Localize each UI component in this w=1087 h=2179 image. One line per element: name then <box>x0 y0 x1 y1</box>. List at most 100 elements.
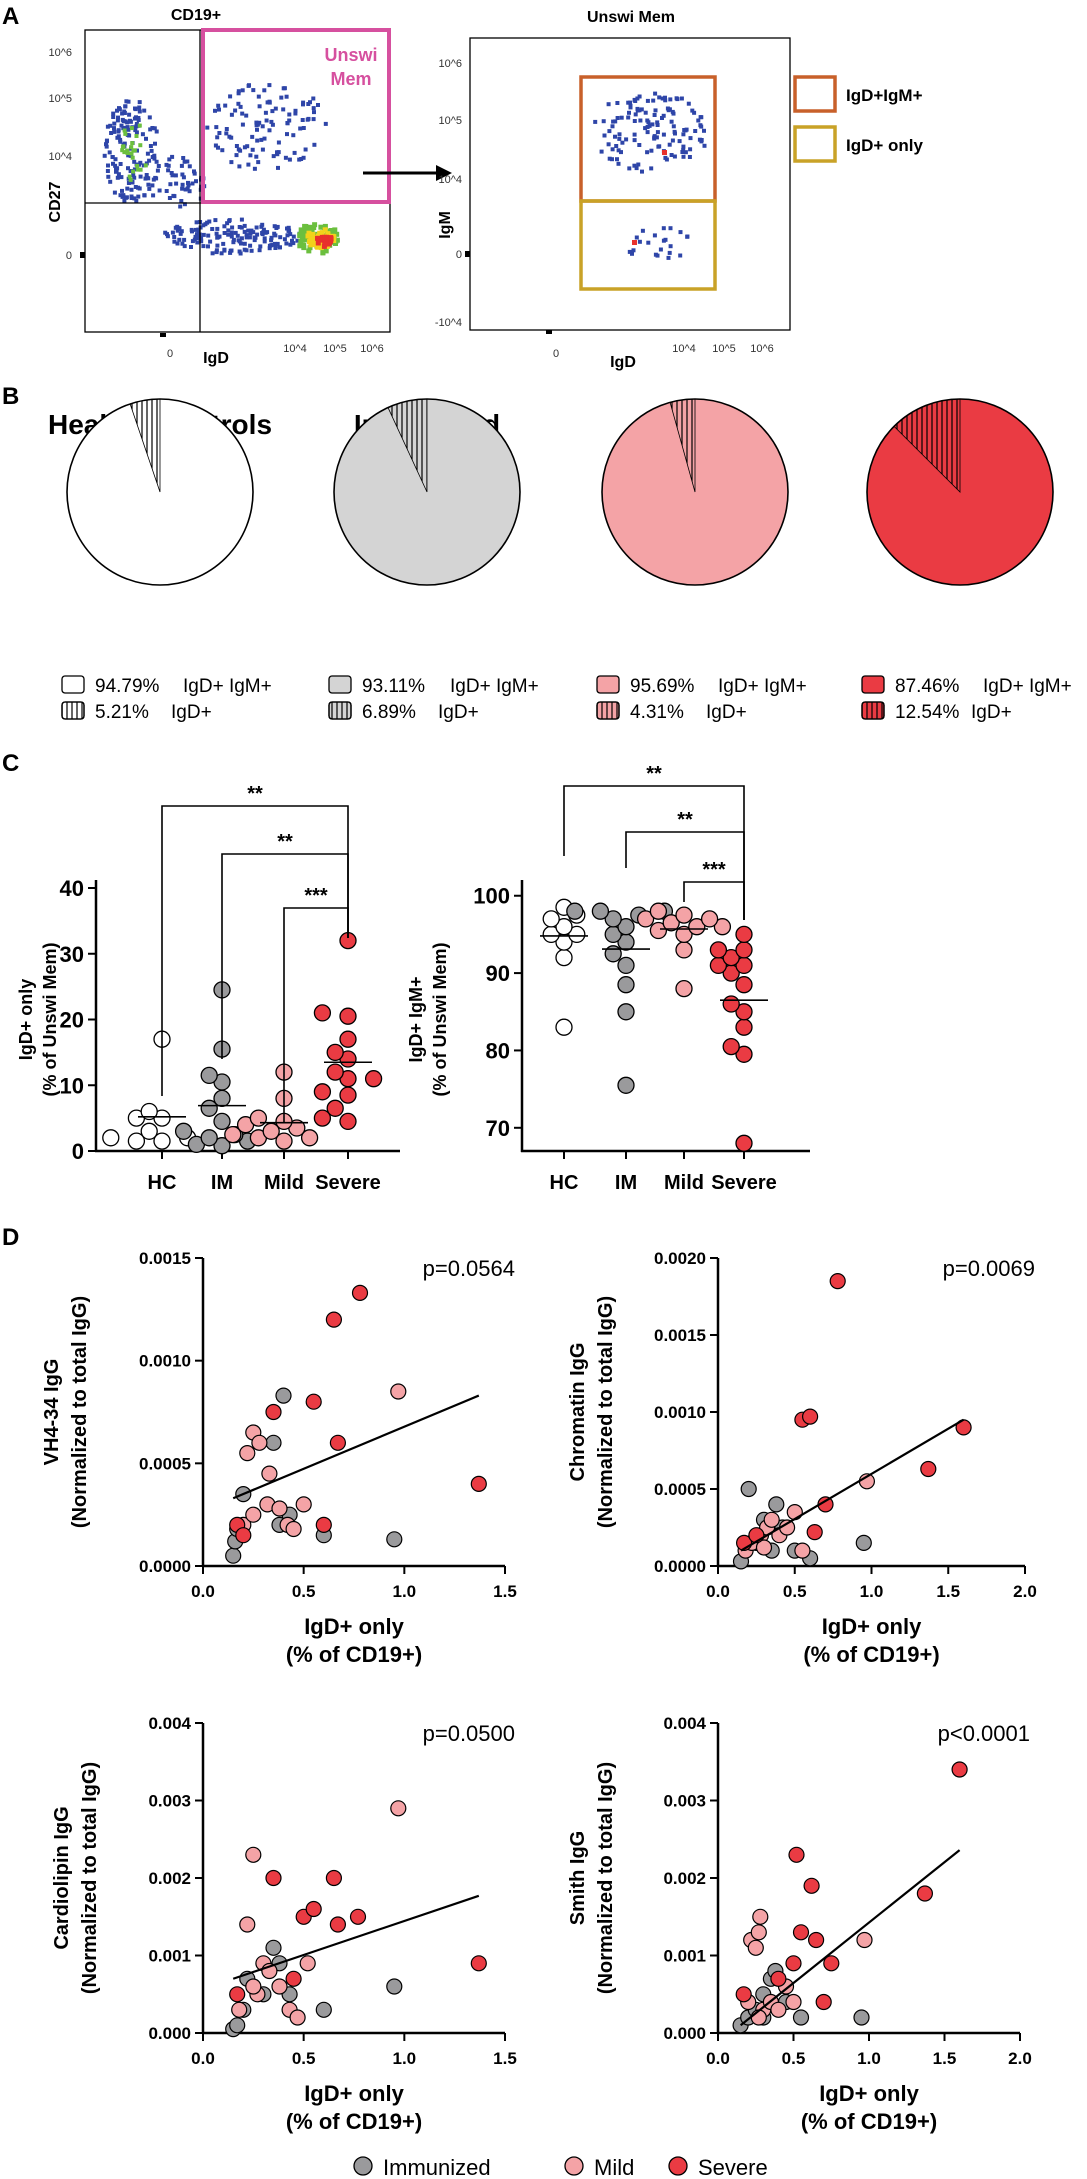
flow-event <box>177 226 182 231</box>
flow-event <box>301 245 307 251</box>
gate-label: Unswi <box>324 45 377 65</box>
flow-event <box>255 122 260 127</box>
y-tick-label: 0.001 <box>663 1947 706 1966</box>
flow-event <box>194 179 198 184</box>
flow-event <box>255 232 260 237</box>
flow-event <box>214 250 219 255</box>
flow-event <box>172 235 177 239</box>
flow-event <box>321 237 327 243</box>
flow-event <box>180 186 185 191</box>
pie-legend-swatch <box>861 675 885 694</box>
data-point-severe <box>229 1986 246 2003</box>
flow-event <box>217 131 222 135</box>
flow-event <box>131 173 136 177</box>
flow-event <box>173 173 178 178</box>
flow-event <box>231 240 236 245</box>
pie-legend-value: 12.54% <box>895 702 960 723</box>
flow-event <box>634 166 639 171</box>
pie-legend-label: IgD+ <box>171 702 212 723</box>
data-point <box>153 1132 171 1150</box>
flow-event <box>646 120 651 125</box>
flow-event <box>236 101 241 106</box>
flow-event <box>306 230 312 236</box>
gate-legend: IgD+IgM+ IgD+ only <box>793 75 924 163</box>
y-tick-label: 0.003 <box>663 1792 706 1811</box>
data-point <box>339 1030 357 1048</box>
flow-event <box>106 163 110 168</box>
flow-event <box>270 122 275 127</box>
y-axis-label: IgD+ IgM+ <box>406 976 426 1062</box>
flow-event <box>143 163 148 168</box>
data-point <box>200 1129 218 1147</box>
flow-event <box>185 159 190 164</box>
flow-event <box>255 138 260 143</box>
flow-event <box>224 131 229 136</box>
flow-event <box>639 107 644 112</box>
flow-event <box>615 116 620 120</box>
y-tick: 10^4 <box>438 174 462 186</box>
flow-event <box>287 118 292 123</box>
x-tick-label: 0.0 <box>191 2049 215 2068</box>
flow-event <box>222 231 227 235</box>
flow-event <box>310 231 316 237</box>
flow-event <box>237 164 242 169</box>
flow-event <box>124 195 128 200</box>
pie-legend-hatch <box>596 701 620 720</box>
flow-event <box>177 237 182 242</box>
data-point <box>326 1099 344 1117</box>
flow-event <box>660 116 664 120</box>
flow-event <box>699 124 704 129</box>
flow-event <box>611 119 616 124</box>
panel-label-b: B <box>2 383 19 410</box>
flow-event <box>610 157 614 162</box>
pie-legend-hatch <box>328 701 352 720</box>
x-tick: 10^5 <box>712 343 736 355</box>
pie-legend-value: 94.79% <box>95 676 160 697</box>
plot-frame <box>469 37 791 331</box>
gate-label: Mem <box>330 69 371 89</box>
flow-event <box>168 182 173 187</box>
flow-event <box>110 155 115 159</box>
x-axis-label: IgD+ only <box>819 2081 919 2106</box>
flow-event <box>132 196 137 201</box>
flow-event <box>262 236 267 241</box>
flow-event <box>314 244 320 250</box>
flow-event <box>164 189 169 193</box>
flow-event <box>201 223 206 228</box>
flow-event <box>262 88 267 93</box>
flow-event <box>230 225 235 230</box>
flow-event <box>128 153 133 158</box>
flow-event <box>120 145 125 149</box>
flow-event <box>258 244 263 249</box>
flow-event <box>652 233 657 238</box>
flow-event <box>144 136 148 141</box>
flow-event <box>285 121 290 125</box>
flow-event <box>661 238 666 243</box>
flow-event <box>316 103 320 107</box>
y-tick: -10^4 <box>435 317 462 329</box>
flow-event <box>662 150 667 155</box>
y-tick-label: 0.001 <box>148 1947 191 1966</box>
flow-event <box>116 134 121 139</box>
flow-event <box>172 239 177 244</box>
flow-event <box>125 125 130 130</box>
flow-event <box>259 137 264 142</box>
data-point-mild <box>245 1978 262 1995</box>
y-axis-label: CD27 <box>47 181 64 222</box>
flow-event <box>152 126 157 131</box>
flow-event <box>311 106 316 111</box>
data-point <box>675 925 693 944</box>
pie-legend-swatch <box>61 675 85 694</box>
gate-legend-label: IgD+ only <box>846 136 924 155</box>
data-point-severe <box>329 1916 346 1933</box>
flow-event <box>240 122 245 127</box>
flow-event <box>229 230 234 235</box>
flow-event <box>607 129 612 134</box>
flow-event <box>601 119 606 124</box>
flow-event <box>632 97 637 102</box>
flow-event <box>190 181 195 186</box>
x-tick: 10^4 <box>672 343 696 355</box>
flow-event <box>628 105 633 110</box>
flow-event <box>119 123 124 128</box>
flow-event <box>670 138 675 143</box>
